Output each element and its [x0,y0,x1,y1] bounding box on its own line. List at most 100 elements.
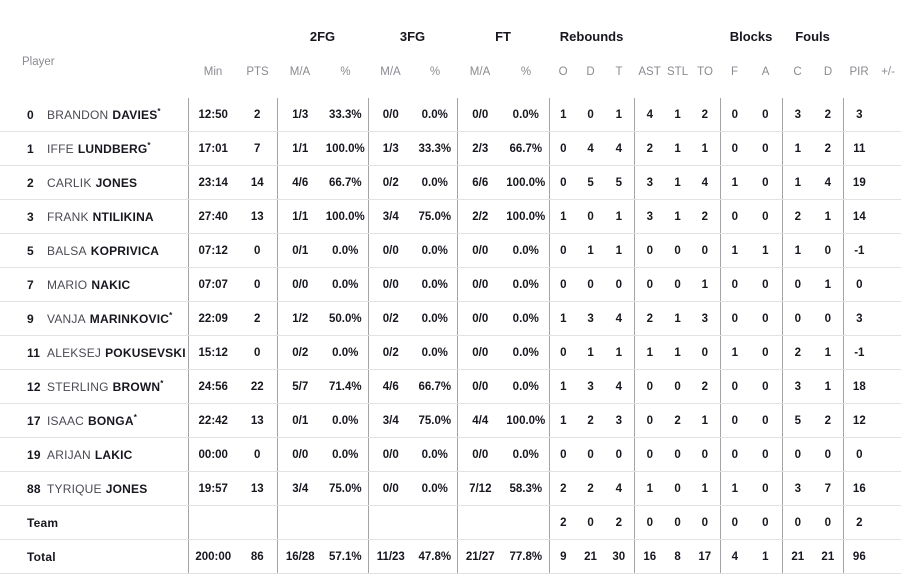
cell-min: 22:42 [187,403,238,438]
cell-ast: 0 [633,267,666,302]
starter-indicator: * [157,106,161,116]
player-last-name: LAKIC [94,447,133,462]
player-name-cell[interactable]: 17 ISAAC BONGA* [0,403,188,438]
player-name-cell[interactable]: 12 STERLING BROWN* [0,369,188,404]
cell-ft-pct: 66.7% [503,131,550,166]
cell-to: 0 [690,437,721,472]
cell-ft-pct: 0.0% [503,301,550,336]
cell-pts: 13 [238,403,277,438]
cell-reb-d: 4 [577,131,605,166]
cell-stl: 2 [665,403,691,438]
player-first-name: CARLIK [47,175,92,190]
cell-foul-c: 2 [781,199,814,234]
cell-foul-c: 0 [781,267,814,302]
player-first-name: ARIJAN [47,447,91,462]
player-row: 88 TYRIQUE JONES 19:57 13 3/4 75.0% 0/0 0.0% 7/12… [0,471,901,506]
cell-pts: 2 [238,98,277,132]
cell-3fg-pct: 0.0% [413,233,458,268]
cell-2fg-pct: 0.0% [323,437,369,472]
cell-plus-minus [875,505,901,540]
group-header-minpts-spacer [188,0,277,46]
player-row: 2 CARLIK JONES 23:14 14 4/6 66.7% 0/2 0.0% 6/6 100… [0,165,901,200]
cell-3fg-pct: 0.0% [413,437,458,472]
cell-3fg-ma: 4/6 [367,369,414,404]
cell-reb-d: 21 [577,539,605,574]
cell-stl: 1 [665,301,691,336]
cell-to: 0 [690,505,721,540]
cell-min: 27:40 [187,199,238,234]
player-row: 11 ALEKSEJ POKUSEVSKI 15:12 0 0/2 0.0% 0/2 0.0% 0… [0,335,901,370]
cell-pir: 2 [842,505,876,540]
player-name-cell[interactable]: 7 MARIO NAKIC [0,267,188,302]
cell-pts: 0 [238,437,277,472]
col-header-stl: STL [667,66,689,78]
col-header-ft-ma: M/A [469,66,491,78]
cell-2fg-ma: 1/1 [276,199,323,234]
player-name-cell[interactable]: 2 CARLIK JONES [0,165,188,200]
cell-ft-ma: 0/0 [456,233,504,268]
cell-ft-pct: 0.0% [503,233,550,268]
cell-2fg-pct: 0.0% [323,233,369,268]
cell-ft-ma [456,505,504,540]
cell-3fg-ma: 0/2 [367,165,414,200]
cell-2fg-pct: 0.0% [323,267,369,302]
player-first-name: MARIO [47,277,88,292]
player-name-cell[interactable]: 0 BRANDON DAVIES* [0,98,188,132]
player-name-cell[interactable]: 5 BALSA KOPRIVICA [0,233,188,268]
player-last-name: DAVIES [112,107,158,122]
cell-ft-pct: 100.0% [503,403,550,438]
cell-2fg-pct [323,505,369,540]
player-last-name: POKUSEVSKI [105,345,186,360]
player-first-name: STERLING [47,379,109,394]
cell-reb-t: 4 [604,369,635,404]
cell-ft-pct: 0.0% [503,267,550,302]
cell-plus-minus [875,98,901,132]
cell-ast: 0 [633,505,666,540]
player-name-cell[interactable]: 19 ARIJAN LAKIC [0,437,188,472]
cell-3fg-pct: 0.0% [413,471,458,506]
cell-pir: -1 [842,233,876,268]
cell-reb-d: 2 [577,471,605,506]
col-header-pir: PIR [849,66,869,78]
player-name-cell[interactable]: 1 IFFE LUNDBERG* [0,131,188,166]
cell-stl: 1 [665,165,691,200]
cell-2fg-pct: 0.0% [323,335,369,370]
cell-foul-c: 0 [781,505,814,540]
summary-label-text: Total [27,549,56,564]
cell-reb-d: 0 [577,98,605,132]
cell-foul-d: 1 [813,267,844,302]
cell-foul-c: 0 [781,301,814,336]
cell-3fg-pct: 0.0% [413,165,458,200]
cell-3fg-ma: 0/2 [367,301,414,336]
cell-stl: 0 [665,471,691,506]
player-name-cell[interactable]: 88 TYRIQUE JONES [0,471,188,506]
player-name-cell[interactable]: 11 ALEKSEJ POKUSEVSKI [0,335,188,370]
cell-reb-o: 0 [548,233,578,268]
cell-plus-minus [875,165,901,200]
player-first-name: FRANK [47,209,89,224]
cell-ast: 4 [633,98,666,132]
player-name-cell[interactable]: 3 FRANK NTILIKINA [0,199,188,234]
cell-ast: 2 [633,131,666,166]
starter-indicator: * [147,140,151,150]
cell-blk-a: 0 [749,471,783,506]
cell-foul-c: 1 [781,165,814,200]
cell-3fg-ma: 1/3 [367,131,414,166]
col-header-blk-a: A [761,66,770,78]
cell-stl: 8 [665,539,691,574]
cell-reb-d: 2 [577,403,605,438]
cell-3fg-ma: 0/0 [367,233,414,268]
cell-ft-pct: 100.0% [503,199,550,234]
cell-ft-ma: 7/12 [456,471,504,506]
cell-pts: 0 [238,233,277,268]
cell-reb-t: 2 [604,505,635,540]
cell-blk-a: 0 [749,165,783,200]
cell-3fg-ma: 0/0 [367,437,414,472]
cell-ft-ma: 0/0 [456,335,504,370]
player-name-cell[interactable]: 9 VANJA MARINKOVIC* [0,301,188,336]
summary-label-cell: Total [0,539,188,574]
cell-reb-o: 0 [548,165,578,200]
jersey-number: 19 [27,447,41,462]
cell-blk-f: 0 [719,369,750,404]
